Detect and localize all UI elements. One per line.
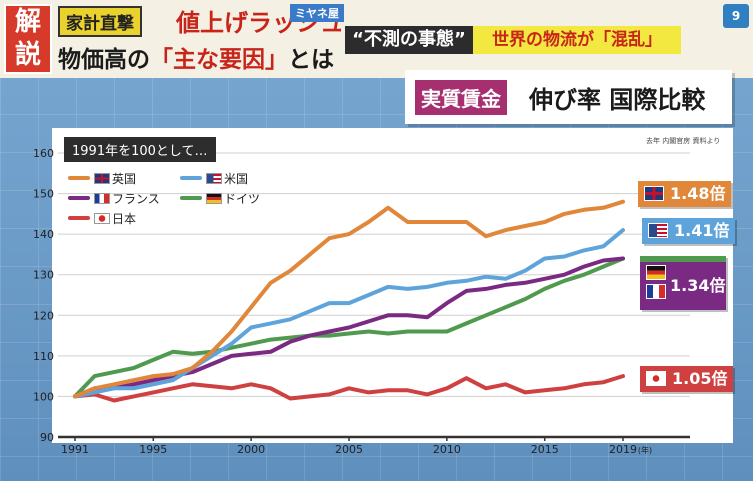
- end-label-text-us: 1.41倍: [674, 221, 730, 240]
- headline-sub-a: 物価高の: [58, 47, 150, 73]
- series-line-de: [73, 256, 625, 399]
- y-tick-label-150: 150: [33, 188, 54, 201]
- y-tick-label-120: 120: [33, 309, 54, 322]
- news-ticker-left: “不測の事態”: [345, 26, 473, 54]
- headline-sub-c: とは: [288, 47, 334, 73]
- end-label-text-jp: 1.05倍: [672, 369, 728, 388]
- x-tick-label-2019: 2019: [609, 443, 637, 456]
- flag-jp-icon: [646, 371, 666, 386]
- x-tick-label-2000: 2000: [237, 443, 265, 456]
- legend-item-fr: フランス: [94, 190, 160, 207]
- flag-us-icon: [206, 173, 222, 184]
- flag-fr-icon: [94, 193, 110, 204]
- chart-source: 去年 内閣官房 資料より: [646, 137, 721, 145]
- x-axis-unit: (年): [638, 445, 652, 455]
- end-label-us: 1.41倍: [642, 218, 736, 244]
- legend-swatch-jp: [68, 216, 90, 220]
- end-label-uk: 1.48倍: [638, 181, 732, 207]
- legend-label-de: ドイツ: [224, 192, 261, 206]
- flag-uk-icon: [644, 186, 664, 201]
- series-line-fr: [73, 256, 625, 399]
- legend-label-jp: 日本: [112, 212, 137, 226]
- y-tick-label-160: 160: [33, 147, 54, 160]
- legend-swatch-de: [180, 196, 202, 200]
- y-tick-label-90: 90: [40, 431, 54, 444]
- x-tick-label-1995: 1995: [139, 443, 167, 456]
- chart-title-text: 伸び率 国際比較: [529, 86, 706, 114]
- flag-de-icon: [206, 193, 222, 204]
- legend-label-uk: 英国: [112, 172, 137, 186]
- header-banner: 解 説 家計直撃 値上げラッシュ 物価高の「主な要因」とは ミヤネ屋 “不測の事…: [0, 0, 753, 78]
- x-tick-label-2005: 2005: [335, 443, 363, 456]
- legend-label-us: 米国: [224, 172, 249, 186]
- y-tick-label-100: 100: [33, 390, 54, 403]
- chart-subtitle: 1991年を100として…: [64, 137, 216, 162]
- end-label-jp: 1.05倍: [640, 366, 734, 392]
- commentary-badge: 解 説: [4, 4, 52, 74]
- legend-item-de: ドイツ: [206, 190, 260, 207]
- flag-us-icon: [648, 223, 668, 238]
- series-line-uk: [73, 199, 625, 399]
- news-ticker-right: 世界の物流が「混乱」: [473, 26, 681, 54]
- x-tick-label-2010: 2010: [433, 443, 461, 456]
- flag-de-icon: [646, 265, 666, 280]
- commentary-badge-top: 解: [14, 7, 41, 37]
- end-label-fr-de: 1.34倍: [640, 256, 726, 310]
- chart-title-box: 実質賃金 伸び率 国際比較: [405, 70, 732, 124]
- legend-swatch-uk: [68, 176, 90, 180]
- x-tick-label-2015: 2015: [531, 443, 559, 456]
- commentary-badge-bottom: 説: [14, 40, 41, 70]
- y-tick-label-140: 140: [33, 228, 54, 241]
- series-line-us: [73, 228, 625, 399]
- chart-title-tag: 実質賃金: [415, 80, 507, 115]
- end-label-text-fr-de: 1.34倍: [670, 276, 726, 295]
- legend-item-us: 米国: [206, 170, 248, 187]
- legend-item-jp: 日本: [94, 210, 136, 227]
- channel-logo: 9: [723, 4, 749, 28]
- headline-sub: 物価高の「主な要因」とは: [58, 40, 334, 74]
- flag-fr-icon: [646, 284, 666, 299]
- legend-swatch-fr: [68, 196, 90, 200]
- legend-swatch-us: [180, 176, 202, 180]
- legend-label-fr: フランス: [112, 192, 160, 206]
- flag-uk-icon: [94, 173, 110, 184]
- x-tick-label-1991: 1991: [61, 443, 89, 456]
- end-label-text-uk: 1.48倍: [670, 184, 726, 203]
- flag-jp-icon: [94, 213, 110, 224]
- y-tick-label-130: 130: [33, 269, 54, 282]
- y-tick-label-110: 110: [33, 350, 54, 363]
- program-chip: ミヤネ屋: [290, 4, 344, 22]
- series-line-jp: [73, 374, 625, 403]
- legend-item-uk: 英国: [94, 170, 136, 187]
- headline-sub-highlight: 「主な要因」: [150, 47, 288, 73]
- topic-tag: 家計直撃: [58, 6, 142, 37]
